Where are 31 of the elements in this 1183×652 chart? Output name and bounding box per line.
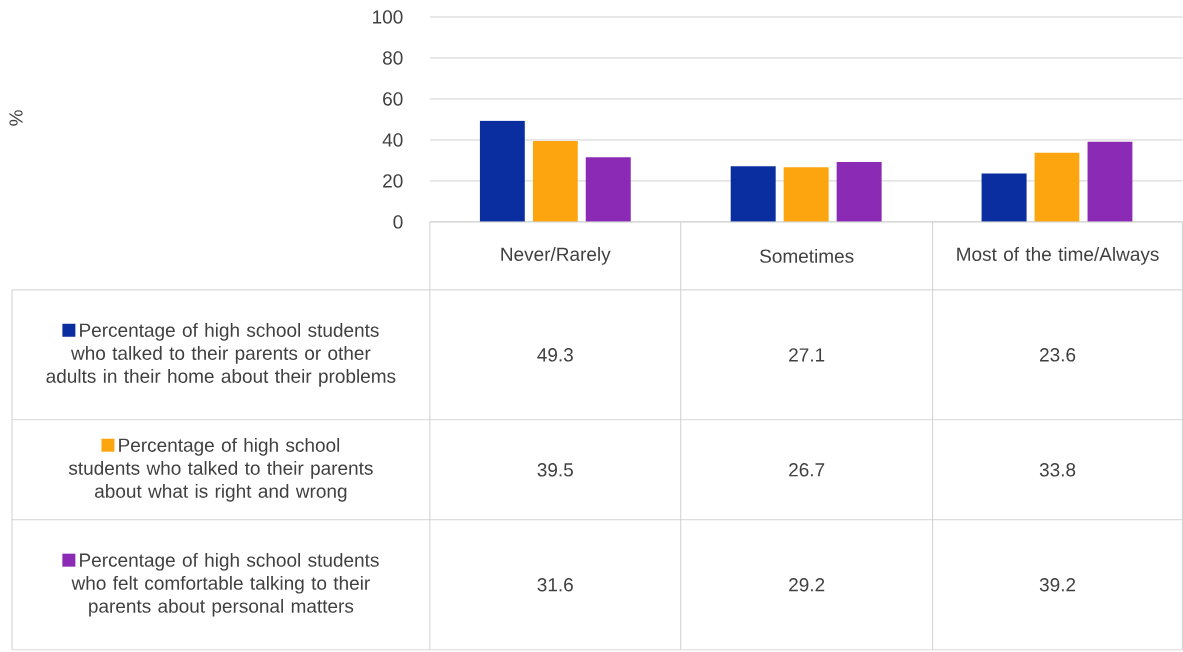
bar [981,173,1027,223]
legend-label: Percentage of high school students who talked to their parents about what is right and wrong [68,438,373,502]
legend-label: Percentage of high school students who talked to their parents or other adults in their home about their problems [46,323,396,387]
data-label: 39.5 [537,463,573,477]
data-label: 29.2 [789,578,825,592]
x-tick-label: Most of the time/Always [957,247,1159,265]
data-label: 39.2 [1039,578,1076,592]
y-tick-label: 100 [373,10,403,24]
bar [783,167,829,223]
bar [836,162,882,223]
bar [585,157,631,223]
y-tick-label: 20 [383,174,403,188]
bar [532,141,578,223]
bar [730,166,776,223]
data-label: 26.7 [789,463,825,477]
y-tick-label: 80 [383,51,403,65]
bar [1034,152,1080,223]
y-tick-label: 40 [382,133,403,147]
legend-label: Percentage of high school students who felt comfortable talking to their parents about personal matters [71,553,379,617]
data-label: 31.6 [537,578,573,592]
y-tick-label: 0 [393,215,403,229]
data-label: 33.8 [1039,463,1076,477]
data-label: 49.3 [537,348,573,362]
bar [479,121,525,223]
y-tick-label: 60 [383,92,403,106]
data-label: 23.6 [1040,348,1076,362]
x-tick-label: Never/Rarely [501,247,611,265]
text: % [9,110,23,126]
x-tick-label: Sometimes [760,249,854,263]
data-label: 27.1 [789,348,825,362]
bar [1087,141,1133,223]
